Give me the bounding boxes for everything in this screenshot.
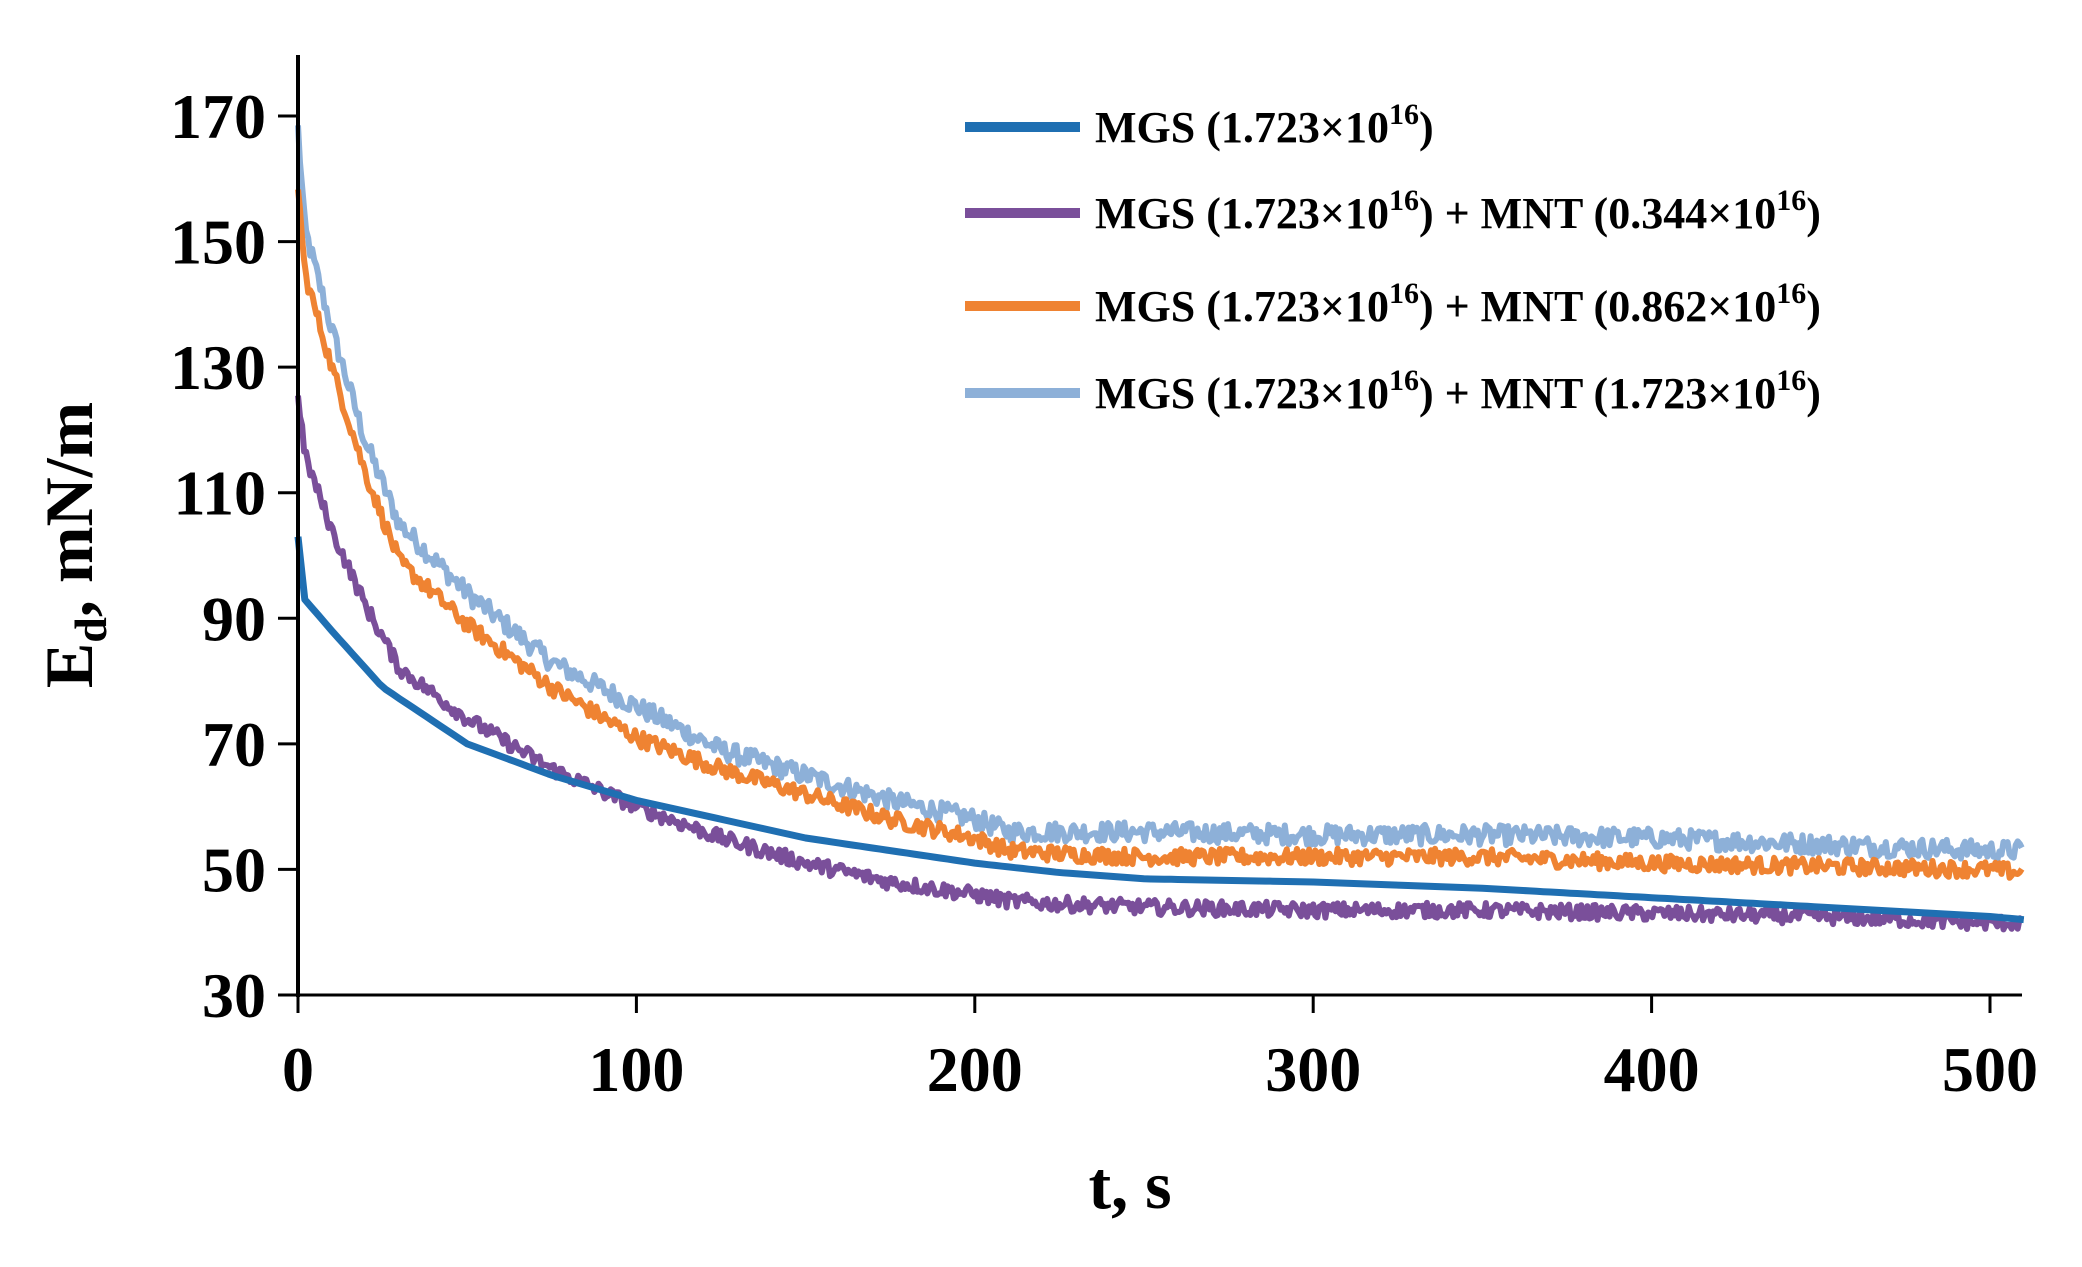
legend-item-1: MGS (1.723×1016) + MNT (0.344×1016) — [965, 184, 1821, 238]
x-tick-label: 500 — [1942, 1034, 2038, 1105]
x-tick-label: 300 — [1265, 1034, 1361, 1105]
legend-label-part: 16 — [1389, 277, 1419, 310]
legend-label-part: 16 — [1389, 98, 1419, 131]
legend-label-part: MGS (1.723×10 — [1095, 369, 1389, 418]
legend-label-part: ) + MNT (0.344×10 — [1419, 189, 1776, 238]
legend-label-part: ) — [1419, 103, 1434, 152]
y-tick-label: 110 — [174, 458, 266, 529]
series-line-2 — [295, 189, 2025, 881]
legend-label-part: 16 — [1776, 277, 1806, 310]
y-axis-title-rest: , mN/m — [31, 402, 107, 617]
legend-label-part: MGS (1.723×10 — [1095, 282, 1389, 331]
legend-item-3: MGS (1.723×1016) + MNT (1.723×1016) — [965, 364, 1821, 418]
legend-label-part: 16 — [1389, 184, 1419, 217]
y-tick-label: 70 — [202, 709, 266, 780]
y-axis-title-subscript: d — [65, 617, 116, 643]
legend-label-part: MGS (1.723×10 — [1095, 103, 1389, 152]
x-tick-label: 0 — [282, 1034, 314, 1105]
legend-label-part: ) — [1806, 189, 1821, 238]
legend-label: MGS (1.723×1016) + MNT (0.344×1016) — [1095, 184, 1821, 238]
legend-item-0: MGS (1.723×1016) — [965, 98, 1434, 152]
x-tick-label: 100 — [588, 1034, 684, 1105]
series-line-3 — [295, 125, 2025, 863]
legend-label-part: ) — [1806, 282, 1821, 331]
legend-label-part: ) — [1806, 369, 1821, 418]
y-tick-label: 50 — [202, 834, 266, 905]
series-line-1 — [295, 395, 2025, 933]
axes-layer: 30 50 70 90 110 130 150 170 0 100 200 300 400 500 — [170, 55, 2038, 1105]
y-axis-title: Ed, mN/m — [31, 402, 116, 688]
x-tick-label: 400 — [1604, 1034, 1700, 1105]
legend-item-2: MGS (1.723×1016) + MNT (0.862×1016) — [965, 277, 1821, 331]
y-tick-label: 90 — [202, 583, 266, 654]
legend-label: MGS (1.723×1016) + MNT (1.723×1016) — [1095, 364, 1821, 418]
y-tick-label: 30 — [202, 960, 266, 1031]
legend-label-part: MGS (1.723×10 — [1095, 189, 1389, 238]
x-axis-title: t, s — [1088, 1147, 1171, 1223]
legend-label-part: 16 — [1776, 364, 1806, 397]
y-axis-title-main: E — [31, 643, 107, 688]
legend-label-part: ) + MNT (0.862×10 — [1419, 282, 1776, 331]
legend-label: MGS (1.723×1016) + MNT (0.862×1016) — [1095, 277, 1821, 331]
series-line-0 — [294, 536, 2025, 924]
series-layer — [294, 125, 2025, 933]
legend: MGS (1.723×1016)MGS (1.723×1016) + MNT (… — [965, 98, 1821, 418]
y-tick-label: 150 — [170, 207, 266, 278]
legend-label-part: ) + MNT (1.723×10 — [1419, 369, 1776, 418]
y-tick-label: 130 — [170, 332, 266, 403]
legend-label-part: 16 — [1776, 184, 1806, 217]
y-tick-label: 170 — [170, 81, 266, 152]
legend-label-part: 16 — [1389, 364, 1419, 397]
legend-label: MGS (1.723×1016) — [1095, 98, 1434, 152]
x-tick-label: 200 — [927, 1034, 1023, 1105]
